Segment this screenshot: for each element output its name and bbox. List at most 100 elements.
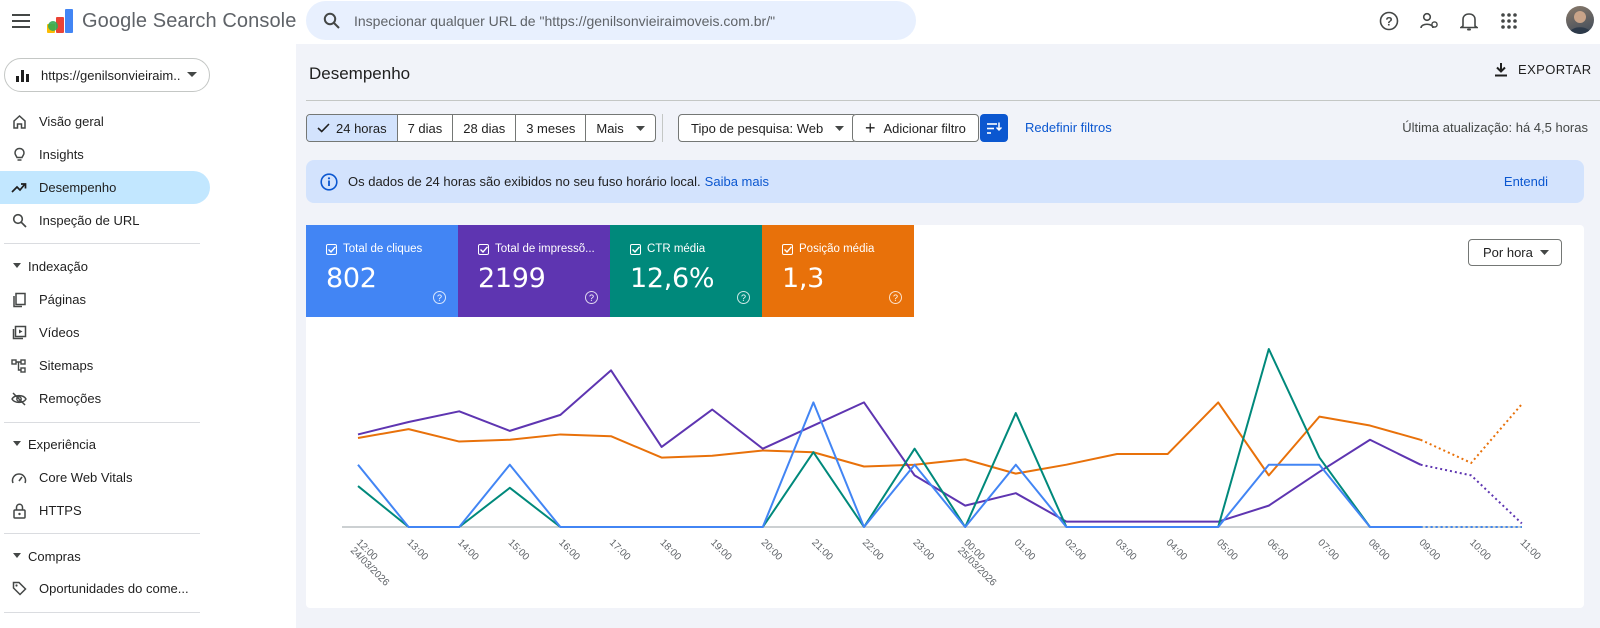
x-tick-label: 07:00 (1315, 537, 1341, 563)
apps-icon[interactable] (1496, 8, 1522, 34)
svg-text:?: ? (1385, 15, 1392, 29)
sidebar-divider (4, 533, 200, 534)
metric-value: 802 (326, 263, 377, 294)
pages-icon (11, 292, 27, 308)
sidebar-item-label: Desempenho (39, 180, 117, 195)
sidebar-item-insights[interactable]: Insights (0, 138, 210, 171)
url-inspect-input[interactable] (354, 12, 894, 29)
dismiss-banner-button[interactable]: Entendi (1503, 174, 1548, 189)
x-tick-label: 20:00 (759, 537, 785, 563)
sidebar-item-performance[interactable]: Desempenho (0, 171, 210, 204)
sidebar-item-videos[interactable]: Vídeos (0, 316, 210, 349)
metric-label: CTR média (647, 243, 706, 255)
x-tick-label: 06:00 (1265, 537, 1291, 563)
app-title: Google Search Console (82, 10, 297, 32)
sidebar-item-https[interactable]: HTTPS (0, 494, 210, 527)
checkbox-icon[interactable] (478, 243, 489, 255)
sidebar-item-label: Oportunidades do come... (39, 581, 189, 596)
sidebar-item-label: Core Web Vitals (39, 470, 133, 485)
caret-down-icon (835, 125, 845, 131)
metric-clicks[interactable]: Total de cliques 802 ? (306, 225, 458, 317)
check-icon (317, 123, 330, 133)
help-icon[interactable]: ? (585, 291, 598, 304)
sidebar-item-removals[interactable]: Remoções (0, 382, 210, 415)
range-28d[interactable]: 28 dias (453, 115, 517, 141)
url-inspect-search[interactable] (306, 1, 916, 40)
plus-icon: + (865, 118, 876, 138)
x-tick-label: 11:00 (1518, 537, 1543, 562)
sidebar-section-title: Compras (28, 548, 81, 564)
range-more[interactable]: Mais (586, 115, 654, 141)
header-divider (306, 100, 1600, 101)
sidebar-section-indexing[interactable]: Indexação (0, 252, 210, 280)
learn-more-link[interactable]: Saiba mais (704, 174, 769, 189)
metric-ctr[interactable]: CTR média 12,6% ? (610, 225, 762, 317)
speed-icon (11, 470, 27, 486)
info-icon (320, 172, 338, 191)
notifications-icon[interactable] (1456, 8, 1482, 34)
range-label: 3 meses (526, 120, 576, 136)
top-bar: Google Search Console ? (0, 0, 1600, 44)
search-console-logo[interactable] (46, 8, 74, 34)
property-selector[interactable]: https://genilsonvieiraim... (4, 58, 210, 92)
sidebar-item-core-web-vitals[interactable]: Core Web Vitals (0, 461, 210, 494)
caret-down-icon (635, 125, 645, 131)
series-line-impressions (357, 369, 1422, 523)
lightbulb-icon (11, 147, 27, 163)
checkbox-icon[interactable] (630, 243, 641, 255)
date-range-selector: 24 horas 7 dias 28 dias 3 meses Mais (306, 114, 656, 142)
x-tick-label: 22:00 (860, 537, 886, 563)
x-tick-label: 01:00 (1012, 537, 1038, 563)
range-24h[interactable]: 24 horas (307, 115, 398, 141)
sidebar-item-label: Vídeos (39, 325, 80, 340)
account-avatar[interactable] (1566, 6, 1594, 34)
add-filter-button[interactable]: + Adicionar filtro (852, 114, 979, 142)
sidebar-section-experience[interactable]: Experiência (0, 430, 210, 458)
x-tick-label: 13:00 (404, 537, 430, 563)
sitemap-icon (11, 358, 27, 374)
download-icon (1495, 63, 1507, 77)
sidebar-section-shopping[interactable]: Compras (0, 542, 210, 570)
help-icon[interactable]: ? (889, 291, 902, 304)
range-label: 28 dias (463, 120, 506, 136)
metric-position[interactable]: Posição média 1,3 ? (762, 225, 914, 317)
sidebar-item-url-inspection[interactable]: Inspeção de URL (0, 204, 210, 237)
toolbar-separator (662, 114, 663, 142)
checkbox-icon[interactable] (326, 243, 337, 255)
x-tick-label: 16:00 (556, 537, 582, 563)
banner-text: Os dados de 24 horas são exibidos no seu… (348, 174, 701, 189)
sidebar-item-label: Insights (39, 147, 84, 162)
sidebar-item-label: Sitemaps (39, 358, 94, 373)
filter-options-icon[interactable] (980, 114, 1008, 142)
sidebar-item-pages[interactable]: Páginas (0, 283, 210, 316)
sidebar-item-sitemaps[interactable]: Sitemaps (0, 349, 210, 382)
sidebar-item-merchant-opportunities[interactable]: Oportunidades do come... (0, 572, 210, 605)
granularity-dropdown[interactable]: Por hora (1468, 239, 1562, 266)
sidebar-item-overview[interactable]: Visão geral (0, 105, 210, 138)
range-label: 7 dias (407, 120, 443, 136)
help-icon[interactable]: ? (433, 291, 446, 304)
caret-down-icon (1540, 250, 1549, 255)
help-icon[interactable]: ? (737, 291, 750, 304)
metric-value: 12,6% (630, 263, 715, 294)
sidebar-item-label: HTTPS (39, 503, 82, 518)
export-button[interactable]: EXPORTAR (1494, 62, 1592, 77)
metric-label: Total de cliques (343, 243, 423, 255)
checkbox-icon[interactable] (782, 243, 793, 255)
search-type-filter[interactable]: Tipo de pesquisa: Web (678, 114, 858, 142)
sidebar-item-label: Remoções (39, 391, 102, 406)
help-icon[interactable]: ? (1376, 8, 1402, 34)
manage-users-icon[interactable] (1416, 8, 1442, 34)
home-icon (11, 114, 27, 130)
lock-icon (11, 503, 27, 519)
sidebar-section-title: Indexação (28, 258, 88, 274)
search-icon[interactable] (320, 10, 342, 32)
reset-filters-link[interactable]: Redefinir filtros (1025, 120, 1112, 135)
sidebar-divider (4, 422, 200, 423)
metric-impressions[interactable]: Total de impressõ... 2199 ? (458, 225, 610, 317)
x-tick-label: 14:00 (455, 537, 481, 563)
main-menu-icon[interactable] (8, 8, 34, 34)
range-3m[interactable]: 3 meses (516, 115, 587, 141)
range-7d[interactable]: 7 dias (398, 115, 454, 141)
caret-down-icon (13, 263, 21, 268)
